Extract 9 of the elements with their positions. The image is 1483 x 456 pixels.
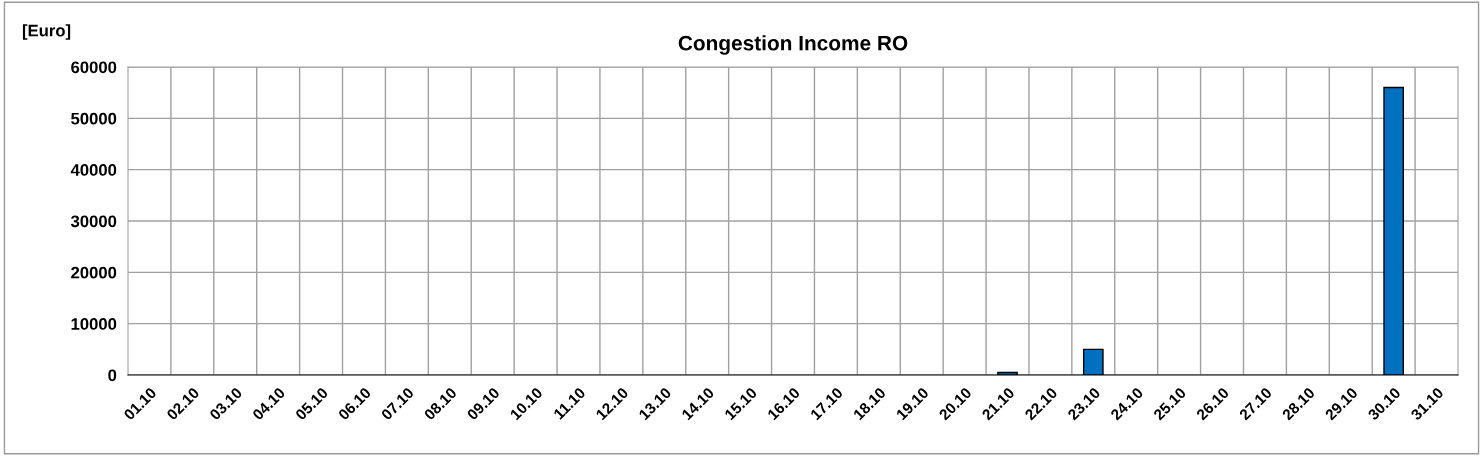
y-tick-label: 10000 — [71, 318, 117, 330]
y-tick-label: 30000 — [70, 215, 117, 228]
y-axis-title: [Euro] — [22, 24, 71, 40]
chart-title: Congestion Income RO — [678, 35, 908, 55]
y-tick-label: 50000 — [71, 112, 117, 125]
y-tick-label: 0 — [108, 369, 117, 382]
y-tick-label: 60000 — [71, 61, 117, 74]
y-tick-label: 20000 — [71, 266, 117, 279]
y-tick-label: 40000 — [70, 164, 117, 176]
